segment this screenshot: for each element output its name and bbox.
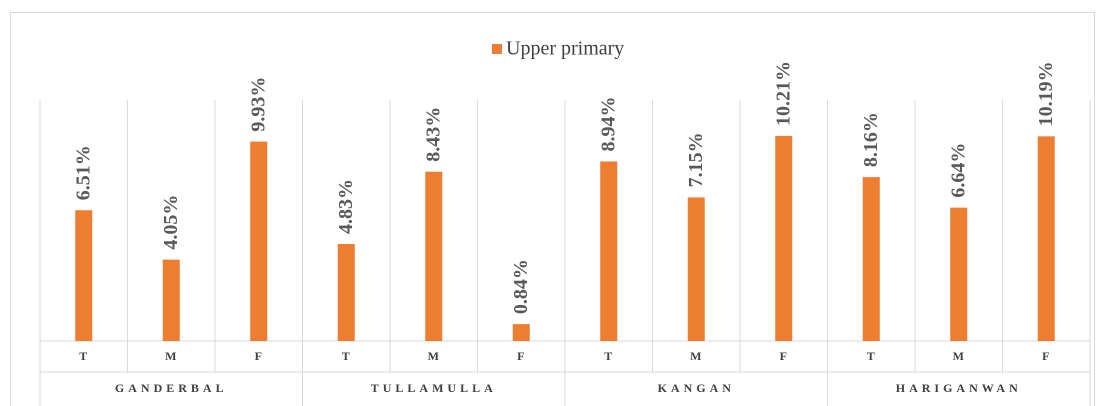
bar	[687, 197, 705, 341]
bar	[600, 161, 618, 341]
value-label: 4.83%	[335, 179, 357, 234]
value-label: 0.84%	[510, 259, 532, 314]
x-tick-label: F	[1042, 349, 1050, 363]
x-tick-label: M	[428, 349, 440, 363]
legend-swatch	[492, 44, 502, 54]
x-tick-label: F	[255, 349, 263, 363]
legend-label: Upper primary	[506, 38, 624, 60]
value-label: 6.64%	[947, 143, 969, 198]
value-label: 8.43%	[422, 107, 444, 162]
value-label: 8.16%	[860, 112, 882, 167]
value-label: 10.21%	[772, 61, 794, 126]
x-tick-label: F	[780, 349, 788, 363]
bar	[512, 324, 530, 341]
bar	[1037, 136, 1055, 341]
x-tick-label: T	[79, 349, 88, 363]
bar	[862, 177, 880, 341]
chart-border	[10, 12, 1095, 406]
bar	[425, 171, 443, 341]
value-label: 6.51%	[72, 145, 94, 200]
bar	[75, 210, 93, 341]
x-tick-label: T	[867, 349, 876, 363]
x-tick-label: T	[604, 349, 613, 363]
value-label: 4.05%	[160, 195, 182, 250]
x-tick-label: F	[517, 349, 525, 363]
bar	[162, 259, 180, 341]
value-label: 7.15%	[685, 132, 707, 187]
bar	[337, 243, 355, 341]
bar	[950, 207, 968, 341]
value-label: 10.19%	[1035, 61, 1057, 126]
x-tick-label: M	[690, 349, 702, 363]
bar	[775, 135, 793, 341]
x-tick-label: M	[165, 349, 177, 363]
group-label: KANGAN	[658, 381, 735, 395]
value-label: 9.93%	[247, 77, 269, 132]
group-label: TULLAMULLA	[371, 381, 497, 395]
value-label: 8.94%	[597, 96, 619, 151]
x-tick-label: M	[953, 349, 965, 363]
group-label: GANDERBAL	[115, 381, 228, 395]
group-label: HARIGANWAN	[896, 381, 1022, 395]
x-tick-label: T	[342, 349, 351, 363]
bar	[250, 141, 268, 341]
